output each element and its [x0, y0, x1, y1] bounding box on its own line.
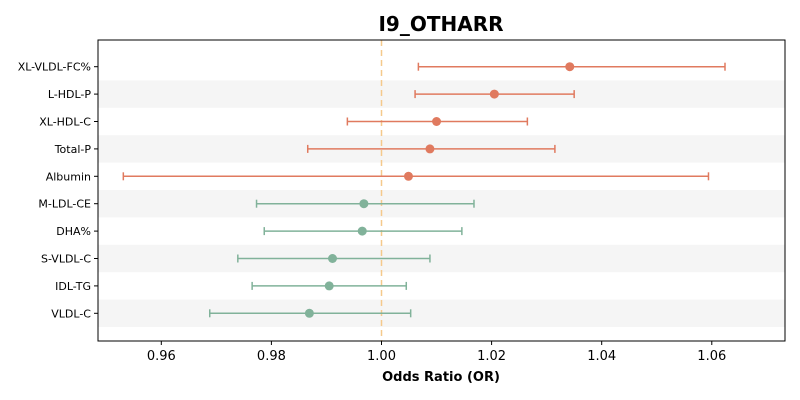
y-tick-label: XL-HDL-C: [39, 116, 91, 129]
point-estimate: [324, 281, 334, 291]
y-tick-label: L-HDL-P: [48, 88, 92, 101]
x-tick-label: 0.98: [257, 349, 286, 364]
data-marks: [122, 62, 726, 318]
y-tick-label: VLDL-C: [51, 307, 91, 320]
y-tick-label: IDL-TG: [55, 280, 91, 293]
point-estimate: [359, 199, 369, 209]
x-tick-label: 0.96: [147, 349, 176, 364]
point-estimate: [357, 226, 367, 236]
point-estimate: [425, 144, 435, 154]
x-tick-label: 1.00: [367, 349, 396, 364]
row-band: [98, 244, 785, 273]
plot-frame: [97, 39, 786, 342]
point-estimate: [489, 89, 499, 99]
y-tick-label: DHA%: [56, 225, 91, 238]
x-axis-label: Odds Ratio (OR): [382, 370, 500, 385]
point-estimate: [328, 254, 338, 263]
x-tick-label: 1.04: [587, 349, 616, 364]
point-estimate: [565, 62, 575, 72]
row-band: [98, 299, 785, 327]
point-estimate: [403, 171, 413, 181]
point-estimate: [304, 308, 314, 318]
y-axis: XL-VLDL-FC% L-HDL-P XL-HDL-C Total-P Albumin…: [18, 61, 98, 320]
x-tick-label: 1.02: [477, 349, 506, 364]
chart-title: I9_OTHARR: [378, 12, 503, 36]
y-tick-label: M-LDL-CE: [38, 198, 91, 211]
x-axis: 0.96 0.98 1.00 1.02 1.04 1.06: [147, 341, 726, 364]
y-tick-label: Albumin: [46, 170, 91, 183]
point-estimate: [432, 117, 442, 126]
y-tick-label: Total-P: [54, 143, 92, 156]
x-tick-label: 1.06: [697, 349, 726, 364]
y-tick-label: S-VLDL-C: [41, 253, 91, 266]
y-tick-label: XL-VLDL-FC%: [18, 61, 91, 74]
